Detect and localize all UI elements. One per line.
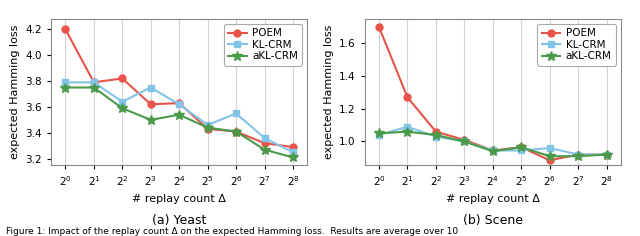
- POEM: [118, 77, 126, 80]
- KL-CRM: [61, 81, 69, 84]
- KL-CRM: [375, 134, 383, 136]
- KL-CRM: [289, 151, 297, 154]
- POEM: [175, 102, 183, 105]
- POEM: [375, 26, 383, 29]
- POEM: [232, 130, 240, 133]
- Text: Figure 1: Impact of the replay count Δ on the expected Hamming loss.  Results ar: Figure 1: Impact of the replay count Δ o…: [6, 227, 458, 236]
- aKL-CRM: [404, 130, 412, 133]
- aKL-CRM: [546, 155, 554, 158]
- aKL-CRM: [118, 107, 126, 110]
- POEM: [404, 96, 412, 99]
- Line: aKL-CRM: aKL-CRM: [374, 127, 611, 161]
- aKL-CRM: [61, 86, 69, 89]
- KL-CRM: [90, 81, 98, 84]
- Y-axis label: expected Hamming loss: expected Hamming loss: [10, 25, 20, 159]
- aKL-CRM: [260, 148, 268, 151]
- Line: KL-CRM: KL-CRM: [376, 123, 610, 158]
- POEM: [90, 81, 98, 84]
- Legend: POEM, KL-CRM, aKL-CRM: POEM, KL-CRM, aKL-CRM: [224, 24, 302, 66]
- Text: (a) Yeast: (a) Yeast: [152, 214, 206, 227]
- KL-CRM: [603, 153, 611, 156]
- KL-CRM: [574, 153, 582, 156]
- POEM: [260, 142, 268, 145]
- KL-CRM: [517, 149, 525, 152]
- Line: KL-CRM: KL-CRM: [62, 79, 296, 156]
- KL-CRM: [118, 100, 126, 103]
- KL-CRM: [546, 147, 554, 149]
- POEM: [461, 139, 468, 141]
- Y-axis label: expected Hamming loss: expected Hamming loss: [324, 25, 333, 159]
- POEM: [204, 127, 211, 130]
- POEM: [574, 153, 582, 156]
- POEM: [489, 149, 497, 152]
- X-axis label: # replay count Δ: # replay count Δ: [446, 194, 540, 204]
- aKL-CRM: [175, 113, 183, 116]
- POEM: [147, 103, 155, 106]
- X-axis label: # replay count Δ: # replay count Δ: [132, 194, 226, 204]
- KL-CRM: [204, 124, 211, 126]
- Text: (b) Scene: (b) Scene: [463, 214, 523, 227]
- KL-CRM: [175, 103, 183, 106]
- POEM: [432, 130, 440, 133]
- Line: POEM: POEM: [376, 24, 610, 164]
- aKL-CRM: [289, 156, 297, 159]
- POEM: [517, 146, 525, 149]
- Legend: POEM, KL-CRM, aKL-CRM: POEM, KL-CRM, aKL-CRM: [538, 24, 616, 66]
- KL-CRM: [432, 135, 440, 138]
- aKL-CRM: [432, 134, 440, 136]
- aKL-CRM: [461, 140, 468, 143]
- aKL-CRM: [517, 146, 525, 149]
- aKL-CRM: [204, 126, 211, 129]
- POEM: [603, 153, 611, 156]
- aKL-CRM: [574, 155, 582, 158]
- aKL-CRM: [232, 130, 240, 133]
- aKL-CRM: [603, 153, 611, 156]
- Line: aKL-CRM: aKL-CRM: [61, 83, 298, 162]
- aKL-CRM: [375, 132, 383, 135]
- KL-CRM: [260, 137, 268, 139]
- POEM: [289, 146, 297, 148]
- Line: POEM: POEM: [62, 26, 296, 151]
- KL-CRM: [404, 125, 412, 128]
- aKL-CRM: [90, 86, 98, 89]
- aKL-CRM: [489, 150, 497, 153]
- aKL-CRM: [147, 118, 155, 121]
- KL-CRM: [232, 112, 240, 115]
- POEM: [61, 28, 69, 31]
- KL-CRM: [147, 86, 155, 89]
- KL-CRM: [461, 140, 468, 143]
- KL-CRM: [489, 149, 497, 152]
- POEM: [546, 159, 554, 162]
